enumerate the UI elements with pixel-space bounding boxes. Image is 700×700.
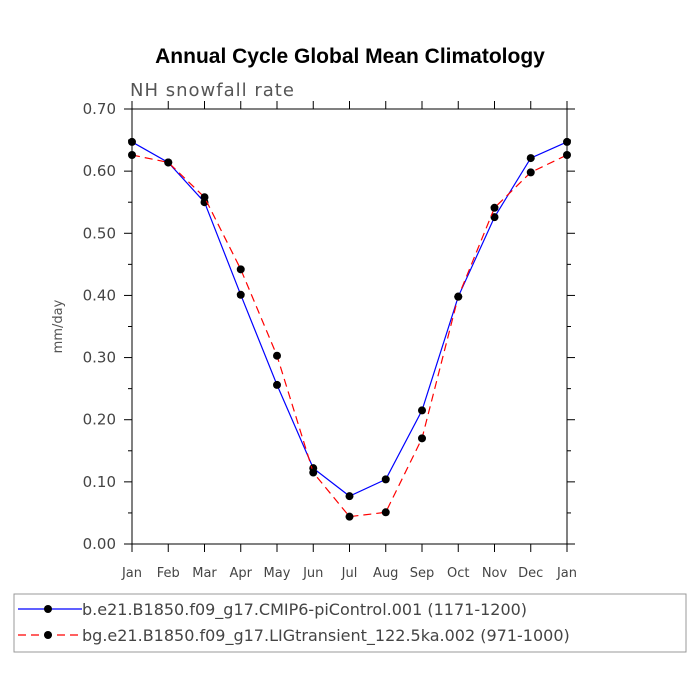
data-point [273, 351, 281, 360]
x-tick-label: Nov [482, 566, 508, 581]
chart-title: Annual Cycle Global Mean Climatology [155, 45, 545, 68]
legend-label: b.e21.B1850.f09_g17.CMIP6-piControl.001 … [82, 600, 527, 620]
plot-frame-group: 0.00 0.10 0.20 0.30 0.40 0.50 0.60 0.70 Jan Feb Ma… [83, 100, 577, 581]
x-tick-label: Aug [373, 566, 398, 581]
x-tick-label: Dec [518, 566, 543, 581]
x-tick-label: Mar [192, 566, 217, 581]
x-tick-label: Oct [447, 566, 469, 581]
x-tick-label: Jul [341, 566, 358, 581]
y-tick-label: 0.70 [83, 100, 116, 118]
series-group [128, 137, 571, 521]
data-point [490, 203, 499, 212]
data-point [236, 265, 245, 274]
y-axis-label: mm/day [51, 299, 66, 353]
y-tick-label: 0.60 [83, 162, 116, 180]
y-tick-label: 0.20 [83, 411, 116, 429]
x-tick-label: May [264, 566, 291, 581]
x-tick-label: Jan [556, 566, 577, 581]
data-point [345, 492, 354, 501]
data-point [128, 137, 136, 146]
series-2 [128, 150, 571, 521]
data-point [345, 512, 354, 521]
legend-marker [44, 605, 52, 613]
y-tick-label: 0.40 [83, 286, 116, 304]
series-line [131, 141, 568, 497]
y-tick-label: 0.00 [83, 535, 116, 553]
x-tick-label: Jan [121, 566, 142, 581]
data-point [128, 150, 136, 159]
legend-item-1: b.e21.B1850.f09_g17.CMIP6-piControl.001 … [18, 600, 527, 620]
y-tick-label: 0.50 [83, 224, 116, 242]
plot-border [131, 108, 568, 545]
x-tick-label: Jun [302, 566, 323, 581]
legend-label: bg.e21.B1850.f09_g17.LIGtransient_122.5k… [82, 626, 570, 646]
data-point [490, 213, 499, 222]
data-point [418, 406, 426, 415]
data-point [526, 168, 535, 177]
data-point [200, 193, 209, 202]
series-1 [128, 137, 571, 501]
data-point [563, 137, 571, 146]
legend-marker [44, 631, 52, 639]
legend-item-2: bg.e21.B1850.f09_g17.LIGtransient_122.5k… [18, 626, 570, 646]
data-point [381, 508, 390, 517]
chart-subtitle: NH snowfall rate [130, 80, 295, 101]
data-point [418, 434, 426, 443]
data-point [309, 468, 318, 477]
data-point [273, 380, 281, 389]
x-tick-label: Sep [410, 566, 435, 581]
data-point [454, 292, 463, 301]
data-point [381, 475, 390, 484]
data-point [236, 290, 245, 299]
y-tick-label: 0.30 [83, 349, 116, 367]
x-tick-label: Feb [157, 566, 180, 581]
series-line [131, 154, 568, 518]
x-tick-label: Apr [230, 566, 253, 581]
data-point [563, 150, 571, 159]
data-point [164, 158, 173, 167]
data-point [526, 154, 535, 163]
y-tick-label: 0.10 [83, 473, 116, 491]
legend: b.e21.B1850.f09_g17.CMIP6-piControl.001 … [13, 593, 687, 653]
legend-box [13, 593, 687, 653]
